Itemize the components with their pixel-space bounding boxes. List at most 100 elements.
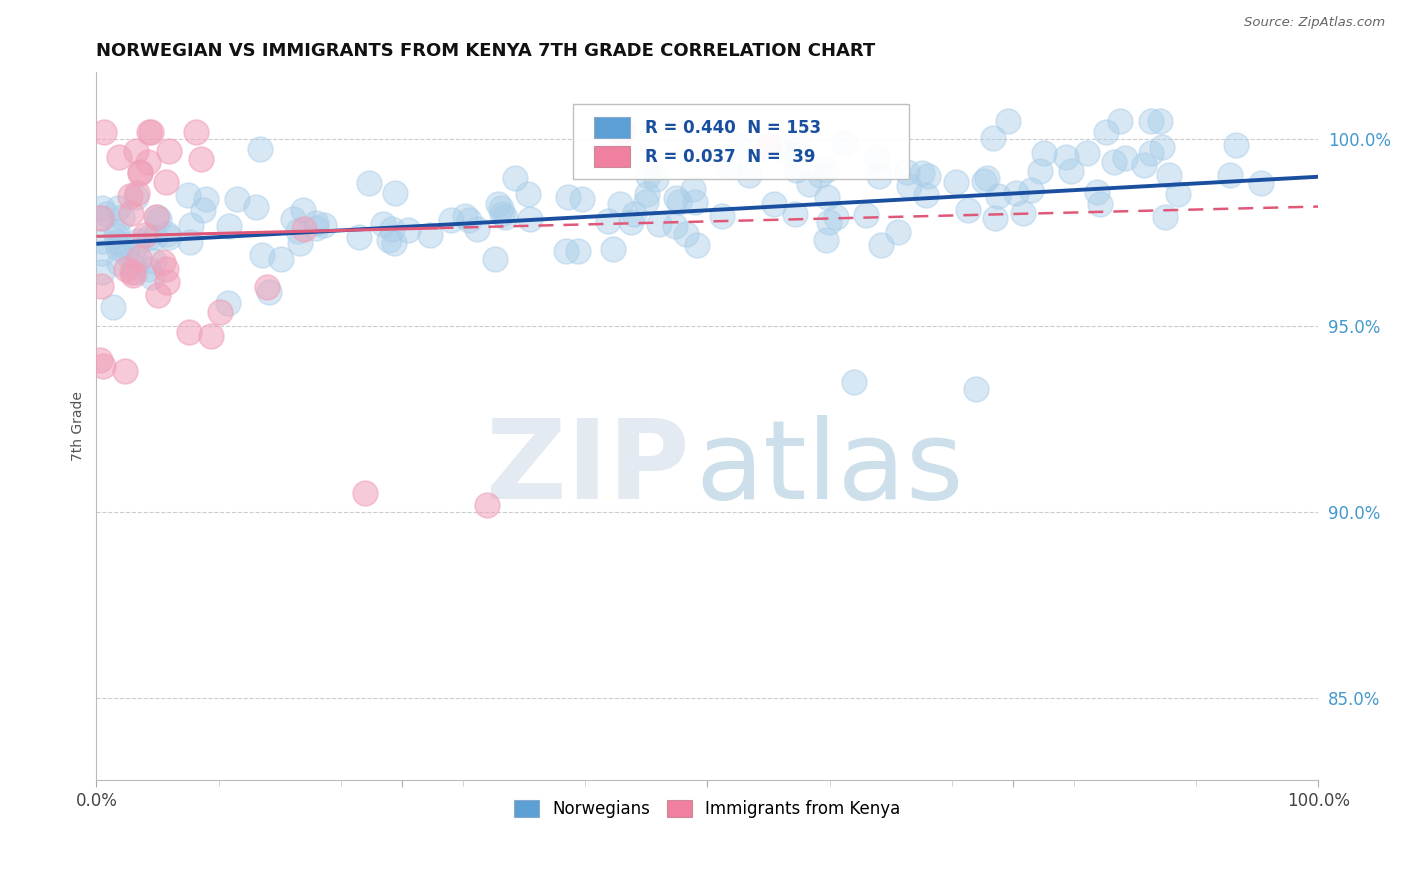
Point xyxy=(139,125,162,139)
Point xyxy=(304,216,326,230)
Point xyxy=(956,202,979,217)
Point xyxy=(121,264,143,278)
Point xyxy=(738,169,761,183)
Point xyxy=(718,159,741,173)
Text: R = 0.440  N = 153: R = 0.440 N = 153 xyxy=(645,119,821,137)
Point xyxy=(973,174,995,188)
Point xyxy=(287,224,309,238)
Point xyxy=(484,252,506,267)
Point xyxy=(815,190,838,204)
Point xyxy=(105,235,128,250)
Point xyxy=(349,230,371,244)
Point xyxy=(675,227,697,242)
Point xyxy=(104,227,127,242)
Point xyxy=(665,191,688,205)
Point xyxy=(815,163,838,178)
Point xyxy=(682,182,704,196)
Point xyxy=(156,275,179,289)
Point xyxy=(728,139,751,153)
Point xyxy=(1019,183,1042,197)
Point xyxy=(291,202,314,217)
Point xyxy=(465,221,488,235)
Point xyxy=(1140,113,1163,128)
Point xyxy=(108,256,131,270)
Point xyxy=(554,244,576,258)
Point xyxy=(976,170,998,185)
Point xyxy=(129,165,152,179)
Point xyxy=(111,210,134,224)
Point xyxy=(256,280,278,294)
Point xyxy=(1167,186,1189,201)
Point xyxy=(134,228,156,243)
Point xyxy=(1059,164,1081,178)
Point xyxy=(896,165,918,179)
Point xyxy=(1149,113,1171,128)
Point xyxy=(763,196,786,211)
Point xyxy=(494,210,516,224)
Point xyxy=(623,206,645,220)
Point xyxy=(1087,186,1109,200)
Point xyxy=(983,211,1005,225)
Point xyxy=(148,288,170,302)
Point xyxy=(997,113,1019,128)
Point xyxy=(1139,146,1161,161)
Point xyxy=(797,178,820,192)
Point xyxy=(686,238,709,252)
Point xyxy=(917,169,939,183)
Point xyxy=(122,259,145,273)
Point xyxy=(156,227,179,241)
Point xyxy=(155,262,177,277)
Point xyxy=(785,147,807,161)
Point xyxy=(457,213,479,227)
Point xyxy=(981,131,1004,145)
Point xyxy=(815,233,838,247)
Point xyxy=(354,486,377,500)
Point xyxy=(89,352,111,367)
Point xyxy=(148,211,170,226)
Point xyxy=(818,215,841,229)
Point xyxy=(1032,146,1054,161)
Point xyxy=(124,190,146,204)
Point xyxy=(945,176,967,190)
Point xyxy=(1154,210,1177,224)
Bar xyxy=(593,145,630,167)
Point xyxy=(868,169,890,184)
Point xyxy=(305,221,328,235)
Point xyxy=(454,209,477,223)
Point xyxy=(1028,164,1050,178)
Point xyxy=(1109,113,1132,128)
Point xyxy=(250,248,273,262)
Point xyxy=(911,165,934,179)
Point xyxy=(384,186,406,201)
Point xyxy=(683,194,706,209)
Point xyxy=(915,188,938,202)
Point xyxy=(519,212,541,227)
Point xyxy=(1005,186,1028,200)
Point xyxy=(288,235,311,250)
Point xyxy=(281,211,304,226)
Point xyxy=(122,268,145,283)
Point xyxy=(785,163,807,178)
Point xyxy=(637,169,659,184)
Point xyxy=(596,214,619,228)
Point xyxy=(636,186,658,201)
Point xyxy=(396,223,419,237)
Point xyxy=(769,142,792,156)
Point xyxy=(439,212,461,227)
Point xyxy=(138,230,160,244)
Point xyxy=(184,125,207,139)
Point xyxy=(825,210,848,224)
Point xyxy=(128,251,150,265)
Point xyxy=(93,125,115,139)
Point xyxy=(146,210,169,224)
Point xyxy=(128,166,150,180)
Point xyxy=(505,171,527,186)
Point xyxy=(94,207,117,221)
Point xyxy=(491,207,513,221)
Point xyxy=(194,192,217,206)
Point xyxy=(145,210,167,224)
Point xyxy=(125,237,148,252)
Point xyxy=(783,207,806,221)
Point xyxy=(1219,168,1241,182)
Point xyxy=(1054,150,1077,164)
